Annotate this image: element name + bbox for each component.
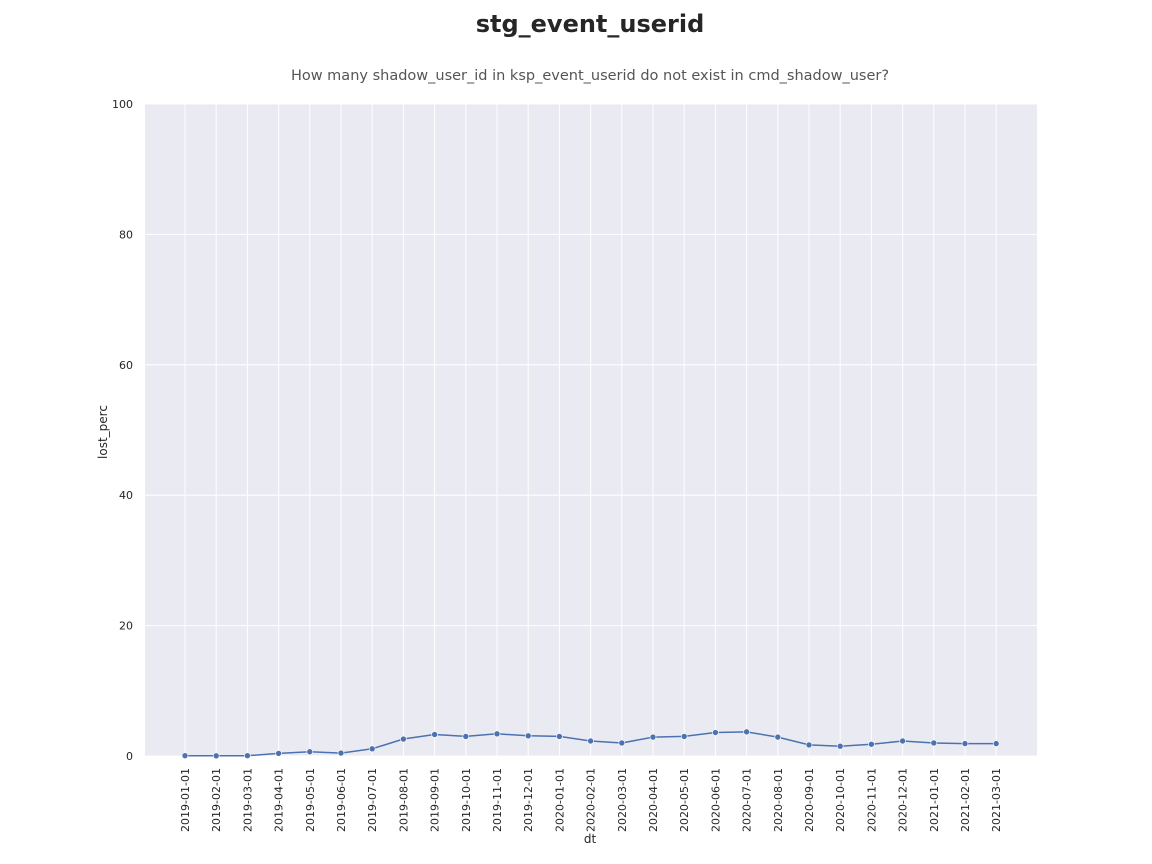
data-point bbox=[618, 739, 626, 747]
x-tick-label: 2020-02-01 bbox=[585, 768, 598, 832]
data-point bbox=[961, 740, 969, 747]
data-point bbox=[930, 739, 938, 747]
y-tick-label: 80 bbox=[119, 228, 133, 241]
data-point bbox=[244, 752, 251, 759]
data-point bbox=[805, 741, 813, 749]
series-points bbox=[181, 728, 1000, 760]
x-tick-label: 2020-06-01 bbox=[709, 768, 722, 832]
x-tick-label: 2020-09-01 bbox=[803, 768, 816, 832]
x-tick-label: 2019-11-01 bbox=[491, 768, 504, 832]
data-point bbox=[743, 728, 750, 736]
x-tick-label: 2019-05-01 bbox=[304, 768, 317, 832]
x-tick-label: 2020-10-01 bbox=[834, 768, 847, 832]
y-tick-label: 0 bbox=[126, 750, 133, 763]
x-tick-label: 2020-05-01 bbox=[678, 768, 691, 832]
data-point bbox=[836, 742, 844, 750]
x-tick-label: 2019-10-01 bbox=[460, 768, 473, 832]
x-tick-label: 2021-03-01 bbox=[990, 768, 1003, 832]
x-tick-label: 2020-08-01 bbox=[772, 768, 785, 832]
x-tick-label: 2019-12-01 bbox=[522, 768, 535, 832]
data-point bbox=[587, 737, 594, 745]
x-tick-label: 2019-03-01 bbox=[241, 768, 254, 832]
data-point bbox=[400, 735, 407, 743]
y-axis-label: lost_perc bbox=[96, 405, 110, 459]
x-tick-label: 2020-12-01 bbox=[897, 768, 910, 832]
chart-subtitle: How many shadow_user_id in ksp_event_use… bbox=[291, 68, 889, 84]
data-point bbox=[493, 730, 501, 738]
data-point bbox=[899, 737, 906, 745]
data-point bbox=[868, 740, 875, 748]
data-point bbox=[181, 752, 189, 759]
x-tick-label: 2019-02-01 bbox=[210, 768, 223, 832]
y-tick-label: 40 bbox=[119, 489, 133, 502]
y-tick-label: 100 bbox=[112, 98, 133, 111]
data-point bbox=[680, 733, 688, 740]
x-tick-label: 2020-03-01 bbox=[616, 768, 629, 832]
data-point bbox=[275, 750, 282, 757]
x-axis-label: dt bbox=[584, 832, 597, 846]
data-point bbox=[306, 748, 314, 756]
x-tick-label: 2020-01-01 bbox=[553, 768, 566, 832]
data-point bbox=[649, 733, 657, 741]
y-tick-label: 20 bbox=[119, 620, 133, 633]
y-tick-label: 60 bbox=[119, 359, 133, 372]
x-axis-ticks: 2019-01-01 2019-02-01 2019-03-01 2019-04-01… bbox=[179, 768, 1003, 832]
x-tick-label: 2019-08-01 bbox=[397, 768, 410, 832]
x-tick-label: 2020-07-01 bbox=[741, 768, 754, 832]
data-point bbox=[337, 749, 345, 757]
x-tick-label: 2019-04-01 bbox=[273, 768, 286, 832]
data-point bbox=[992, 740, 1000, 747]
x-tick-label: 2019-07-01 bbox=[366, 768, 379, 832]
data-point bbox=[524, 732, 532, 740]
data-point bbox=[774, 733, 782, 741]
data-point bbox=[212, 752, 220, 760]
data-point bbox=[462, 733, 470, 740]
data-point bbox=[431, 731, 438, 738]
x-tick-label: 2019-06-01 bbox=[335, 768, 348, 832]
x-tick-label: 2019-09-01 bbox=[429, 768, 442, 832]
data-point bbox=[368, 745, 376, 753]
x-tick-label: 2020-11-01 bbox=[865, 768, 878, 832]
x-tick-label: 2019-01-01 bbox=[179, 768, 192, 832]
x-tick-label: 2021-01-01 bbox=[928, 768, 941, 832]
data-point bbox=[712, 729, 719, 736]
x-tick-label: 2020-04-01 bbox=[647, 768, 660, 832]
y-axis-ticks: 0 20 40 60 80 100 bbox=[112, 98, 133, 763]
data-point bbox=[556, 733, 563, 740]
chart-title: stg_event_userid bbox=[476, 10, 705, 38]
x-tick-label: 2021-02-01 bbox=[959, 768, 972, 832]
grid-lines bbox=[145, 103, 1037, 757]
